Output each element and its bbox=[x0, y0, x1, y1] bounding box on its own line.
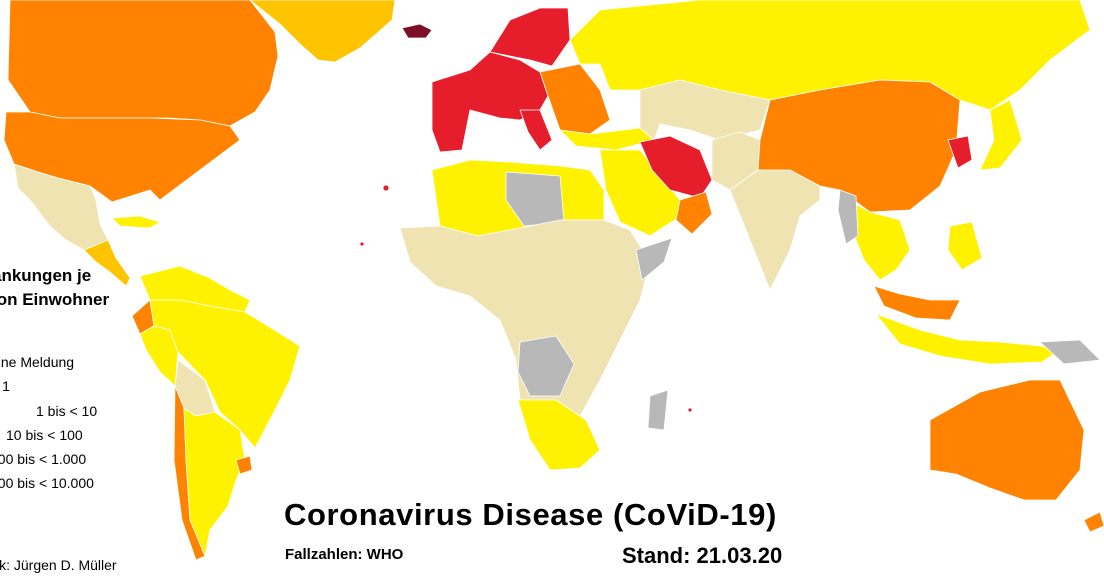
data-source: Fallzahlen: WHO bbox=[285, 546, 404, 563]
region-oman bbox=[675, 191, 713, 235]
region-philippines bbox=[947, 221, 983, 271]
region-canary-islands bbox=[382, 184, 390, 192]
region-australia bbox=[929, 379, 1085, 501]
region-greenland bbox=[249, 0, 396, 63]
region-iceland bbox=[401, 23, 433, 39]
legend-title-line2: ion Einwohner bbox=[0, 290, 110, 309]
legend-item-1-10: 1 bis < 10 bbox=[36, 403, 98, 419]
region-brazil bbox=[149, 299, 301, 449]
region-madagascar bbox=[647, 389, 669, 431]
region-italy bbox=[519, 109, 553, 151]
region-caribbean bbox=[111, 215, 161, 229]
legend-item-1000-10000: 000 bis < 10.000 bbox=[0, 475, 94, 491]
region-southeast-asia bbox=[847, 199, 911, 281]
legend-title-line1: ankungen je bbox=[0, 266, 92, 285]
legend-item-10-100: 10 bis < 100 bbox=[6, 427, 83, 443]
region-iran bbox=[639, 135, 713, 199]
legend-item-100-1000: 100 bis < 1.000 bbox=[0, 451, 87, 467]
region-drc bbox=[517, 335, 575, 397]
region-indonesia bbox=[875, 313, 1061, 365]
date-stamp: Stand: 21.03.20 bbox=[622, 543, 783, 568]
region-papua bbox=[1039, 339, 1101, 365]
region-western-europe bbox=[431, 51, 549, 153]
region-new-zealand bbox=[1083, 511, 1104, 533]
legend-item-lt-1: < 1 bbox=[0, 378, 10, 394]
legend-item-no-report: eine Meldung bbox=[0, 354, 75, 370]
region-scandinavia bbox=[489, 7, 571, 67]
region-malaysia bbox=[873, 285, 961, 321]
region-cape-verde bbox=[359, 241, 365, 247]
region-india bbox=[729, 169, 821, 291]
map-title: Coronavirus Disease (CoViD-19) bbox=[284, 497, 777, 532]
region-korea bbox=[947, 135, 973, 169]
region-china bbox=[757, 79, 961, 213]
region-argentina bbox=[183, 407, 246, 557]
region-central-america bbox=[83, 239, 131, 287]
region-somalia bbox=[635, 237, 673, 281]
region-myanmar bbox=[837, 189, 859, 245]
region-southern-africa bbox=[517, 399, 601, 471]
region-central-africa bbox=[399, 219, 651, 423]
region-eastern-europe bbox=[539, 63, 611, 135]
region-japan bbox=[979, 99, 1023, 171]
credit: ik: Jürgen D. Müller bbox=[0, 557, 117, 573]
region-reunion bbox=[687, 407, 693, 413]
region-uruguay bbox=[235, 455, 253, 475]
legend: ankungen je ion Einwohner eine Meldung <… bbox=[0, 0, 170, 580]
